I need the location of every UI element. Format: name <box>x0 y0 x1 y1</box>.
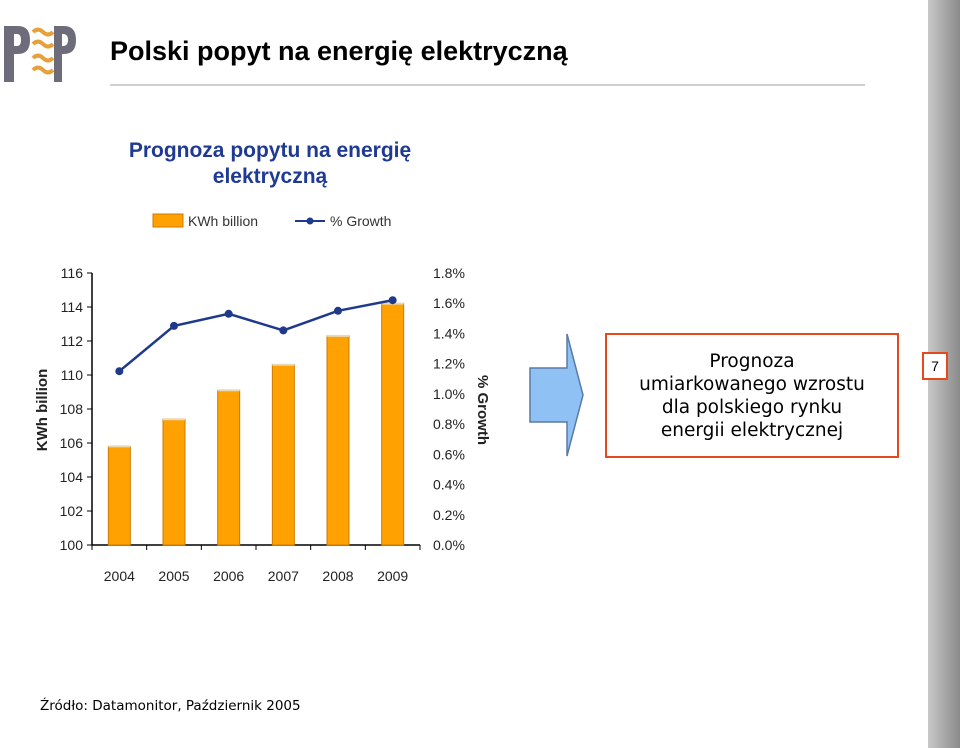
right-arrow-icon <box>529 333 584 457</box>
y-tick-label-right: 0.2% <box>433 507 465 523</box>
bar <box>326 335 350 546</box>
y-tick-label-right: 1.2% <box>433 356 465 372</box>
page-number: 7 <box>922 352 948 380</box>
y-tick-label-left: 114 <box>61 299 84 315</box>
callout-line-3: dla polskiego rynku <box>661 396 843 418</box>
bar <box>271 364 295 546</box>
y-tick-label-left: 116 <box>61 265 84 281</box>
x-tick-label: 2004 <box>104 568 135 584</box>
chart-title: Prognoza popytu na energię elektryczną <box>80 138 460 190</box>
y-tick-label-left: 108 <box>60 401 84 417</box>
title-divider <box>110 84 865 86</box>
legend-line-marker <box>306 217 314 225</box>
y-tick-label-right: 0.4% <box>433 477 465 493</box>
bar <box>381 303 405 546</box>
x-tick-label: 2007 <box>268 568 299 584</box>
y-tick-label-right: 1.8% <box>433 265 465 281</box>
y-axis-label-right: % Growth <box>474 375 491 445</box>
growth-line <box>118 298 393 373</box>
growth-point <box>279 326 288 335</box>
legend-line-label: % Growth <box>330 213 391 229</box>
x-tick-label: 2008 <box>322 568 353 584</box>
legend-bar-label: KWh billion <box>188 213 258 229</box>
callout-line-1: Prognoza <box>709 350 795 372</box>
y-tick-label-right: 1.4% <box>433 325 465 341</box>
y-tick-label-right: 1.6% <box>433 295 465 311</box>
growth-point <box>170 321 178 330</box>
y-tick-label-left: 102 <box>60 503 84 519</box>
callout-line-2: umiarkowanego wzrostu <box>639 373 865 395</box>
y-tick-label-right: 0.0% <box>433 537 465 553</box>
chart-title-line-1: Prognoza popytu na energię <box>128 139 412 162</box>
y-tick-label-left: 112 <box>61 333 84 349</box>
growth-point <box>334 306 342 315</box>
demand-chart: KWh billion % Growth 100 102 104 106 108 110 112… <box>34 213 491 584</box>
y-axis-label-left: KWh billion <box>34 369 51 451</box>
y-tick-label-left: 106 <box>60 435 84 451</box>
pap-logo-icon <box>4 26 76 82</box>
legend-bar-swatch <box>152 213 184 228</box>
growth-point <box>115 367 124 376</box>
callout-line-4: energii elektrycznej <box>660 419 844 441</box>
page-title: Polski popyt na energię elektryczną <box>110 36 568 66</box>
y-tick-label-left: 100 <box>60 537 84 553</box>
forecast-callout: Prognoza umiarkowanego wzrostu dla polsk… <box>605 333 899 458</box>
y-tick-label-right: 1.0% <box>433 386 465 402</box>
bar <box>162 418 186 546</box>
x-tick-label: 2005 <box>158 568 189 584</box>
chart-title-line-2: elektryczną <box>212 165 328 188</box>
source-note: Źródło: Datamonitor, Październik 2005 <box>40 698 301 714</box>
bar <box>107 445 131 546</box>
x-tick-label: 2006 <box>213 568 244 584</box>
growth-point <box>388 296 397 305</box>
x-tick-label: 2009 <box>377 568 408 584</box>
y-tick-label-left: 104 <box>60 469 84 485</box>
y-tick-label-right: 0.6% <box>433 446 465 462</box>
y-tick-label-right: 0.8% <box>433 416 465 432</box>
bar <box>217 389 241 546</box>
y-tick-label-left: 110 <box>61 367 84 383</box>
growth-point <box>224 309 233 318</box>
